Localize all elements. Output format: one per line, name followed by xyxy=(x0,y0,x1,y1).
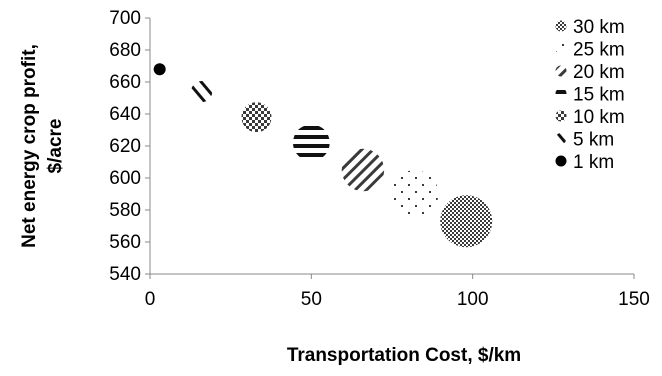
axis-titles: Transportation Cost, $/km Net energy crop… xyxy=(19,44,521,366)
x-tick-label: 50 xyxy=(301,289,322,310)
legend-label: 15 km xyxy=(573,85,625,106)
legend-marker xyxy=(555,43,567,54)
y-tick-label: 540 xyxy=(109,264,141,285)
bubble-10-km xyxy=(241,102,272,133)
bubble-20-km xyxy=(341,148,385,192)
x-tick-label: 100 xyxy=(457,289,489,310)
y-tick-label: 660 xyxy=(109,72,141,93)
legend-marker xyxy=(555,155,567,167)
y-axis-title-line-1: Net energy crop profit, xyxy=(19,44,40,248)
y-tick-label: 680 xyxy=(109,40,141,61)
y-tick-label: 640 xyxy=(109,104,141,125)
y-tick-label: 700 xyxy=(109,8,141,29)
legend-label: 5 km xyxy=(573,130,614,151)
legend-marker xyxy=(555,133,567,144)
bubble-5-km xyxy=(191,80,213,103)
bubble-25-km xyxy=(390,170,439,218)
x-tick-label: 150 xyxy=(618,289,650,310)
bubble-30-km xyxy=(440,195,493,248)
legend-marker xyxy=(555,20,567,32)
x-axis-title: Transportation Cost, $/km xyxy=(287,345,521,366)
y-tick-label: 560 xyxy=(109,232,141,253)
legend-marker xyxy=(555,65,567,77)
tick-labels: 540 560 580 600 620 640 660 680 700 0 50 100 150 xyxy=(109,8,650,310)
legend-marker xyxy=(555,88,567,99)
y-tick-label: 580 xyxy=(109,200,141,221)
legend-label: 20 km xyxy=(573,62,625,83)
bubble-1-km xyxy=(153,63,166,76)
bubble-15-km xyxy=(292,124,330,162)
legend-label: 10 km xyxy=(573,107,625,128)
y-tick-label: 600 xyxy=(109,168,141,189)
legend-label: 30 km xyxy=(573,17,625,38)
y-axis-title-line-2: $/acre xyxy=(45,119,66,174)
legend-marker xyxy=(555,110,567,122)
legend-label: 25 km xyxy=(573,40,625,61)
legend-label: 1 km xyxy=(573,152,614,173)
axes xyxy=(145,17,635,279)
x-tick-label: 0 xyxy=(145,289,156,310)
y-tick-label: 620 xyxy=(109,136,141,157)
bubble-marks xyxy=(153,63,493,248)
